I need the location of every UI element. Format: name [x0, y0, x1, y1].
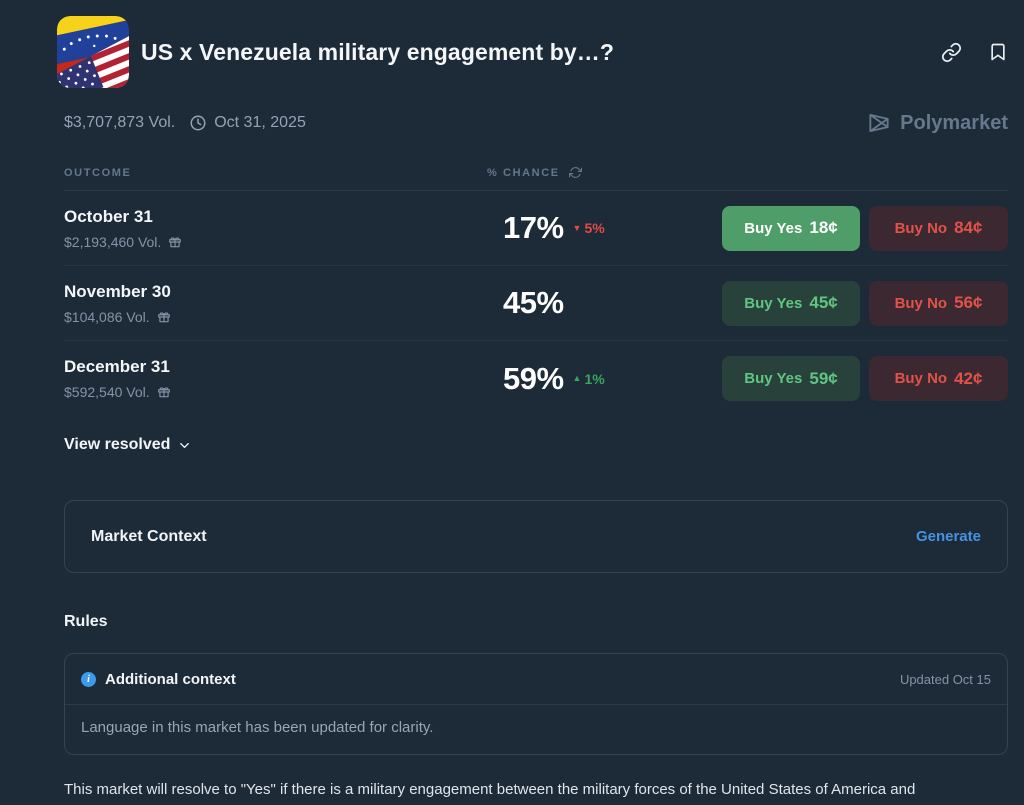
rules-heading: Rules [64, 613, 108, 630]
market-context-card: Market Context Generate [64, 500, 1008, 573]
updated-timestamp: Updated Oct 15 [899, 671, 991, 687]
buy-no-button[interactable]: Buy No 56¢ [869, 280, 1008, 326]
buy-no-label: Buy No [894, 294, 948, 312]
up-triangle-icon: ▲ [572, 373, 582, 383]
outcome-row-december-31[interactable]: December 31 $592,540 Vol. 59% ▲ 1% Buy Y… [64, 341, 1008, 416]
chance-value: 17% [503, 210, 564, 245]
down-triangle-icon: ▼ [572, 222, 582, 233]
view-resolved-toggle[interactable]: View resolved [64, 436, 192, 454]
additional-context-header: i Additional context Updated Oct 15 [65, 654, 1007, 705]
rewards-gift-icon[interactable] [157, 385, 171, 399]
buy-no-button[interactable]: Buy No 84¢ [869, 205, 1008, 251]
buy-no-label: Buy No [894, 370, 948, 387]
header-actions [941, 42, 1008, 63]
buy-yes-price: 18¢ [809, 218, 838, 237]
buy-no-button[interactable]: Buy No 42¢ [869, 356, 1008, 401]
outcome-volume: $2,193,460 Vol. [64, 233, 162, 250]
chance-change: ▲ 1% [573, 371, 605, 387]
refresh-icon[interactable] [568, 166, 582, 179]
buy-yes-label: Buy Yes [744, 294, 803, 312]
clock-icon [190, 115, 206, 131]
us-venezuela-flag-icon [57, 16, 129, 88]
copy-link-icon[interactable] [941, 42, 962, 63]
end-date-label: Oct 31, 2025 [214, 114, 306, 131]
buy-yes-button[interactable]: Buy Yes 18¢ [722, 205, 860, 251]
outcome-volume: $592,540 Vol. [64, 384, 150, 400]
outcome-row-november-30[interactable]: November 30 $104,086 Vol. 45% Buy Yes 45… [64, 266, 1008, 341]
additional-context-card: i Additional context Updated Oct 15 Lang… [64, 653, 1008, 755]
chance-value: 59% [503, 360, 564, 396]
bookmark-icon[interactable] [988, 42, 1008, 62]
outcome-name: October 31 [64, 206, 153, 226]
outcomes-table-header: OUTCOME % CHANCE [64, 166, 1008, 191]
buy-yes-label: Buy Yes [744, 370, 803, 387]
additional-context-title: Additional context [105, 670, 236, 688]
market-meta: $3,707,873 Vol. Oct 31, 2025 Polymarket [64, 110, 1008, 136]
rewards-gift-icon[interactable] [157, 310, 171, 324]
buy-yes-price: 45¢ [809, 293, 838, 312]
buy-no-price: 56¢ [954, 293, 983, 312]
polymarket-logo-icon [869, 113, 889, 133]
view-resolved-label: View resolved [64, 436, 171, 453]
rewards-gift-icon[interactable] [168, 235, 182, 249]
additional-context-note: Language in this market has been updated… [81, 719, 434, 736]
buy-yes-label: Buy Yes [744, 219, 803, 237]
outcome-volume: $104,086 Vol. [64, 308, 150, 325]
change-value: 1% [584, 370, 605, 387]
buy-no-label: Buy No [894, 219, 948, 237]
market-title: US x Venezuela military engagement by…? [141, 38, 614, 65]
polymarket-wordmark: Polymarket [900, 111, 1008, 134]
polymarket-brand[interactable]: Polymarket [866, 110, 1008, 136]
buy-yes-price: 59¢ [809, 368, 838, 388]
info-icon: i [81, 671, 96, 687]
market-header: US x Venezuela military engagement by…? [57, 16, 1008, 88]
generate-button[interactable]: Generate [915, 528, 981, 545]
buy-yes-button[interactable]: Buy Yes 59¢ [722, 356, 860, 401]
chevron-down-icon [180, 442, 190, 448]
chance-change: ▼ 5% [573, 220, 605, 236]
outcome-name: December 31 [64, 357, 170, 376]
outcome-column-header: OUTCOME [64, 166, 132, 179]
buy-no-price: 42¢ [954, 368, 983, 388]
outcome-name: November 30 [64, 281, 171, 301]
resolution-description: This market will resolve to "Yes" if the… [64, 781, 916, 798]
buy-yes-button[interactable]: Buy Yes 45¢ [722, 280, 860, 326]
chance-value: 45% [503, 285, 564, 320]
buy-no-price: 84¢ [954, 218, 983, 237]
market-context-title: Market Context [91, 527, 207, 545]
volume-total: $3,707,873 Vol. [64, 114, 176, 131]
market-flag-avatar [57, 16, 129, 88]
outcome-row-october-31[interactable]: October 31 $2,193,460 Vol. 17% ▼ 5% Buy … [64, 191, 1008, 266]
chance-column-header: % CHANCE [487, 166, 560, 179]
change-value: 5% [584, 220, 605, 236]
end-date: Oct 31, 2025 [189, 114, 306, 132]
